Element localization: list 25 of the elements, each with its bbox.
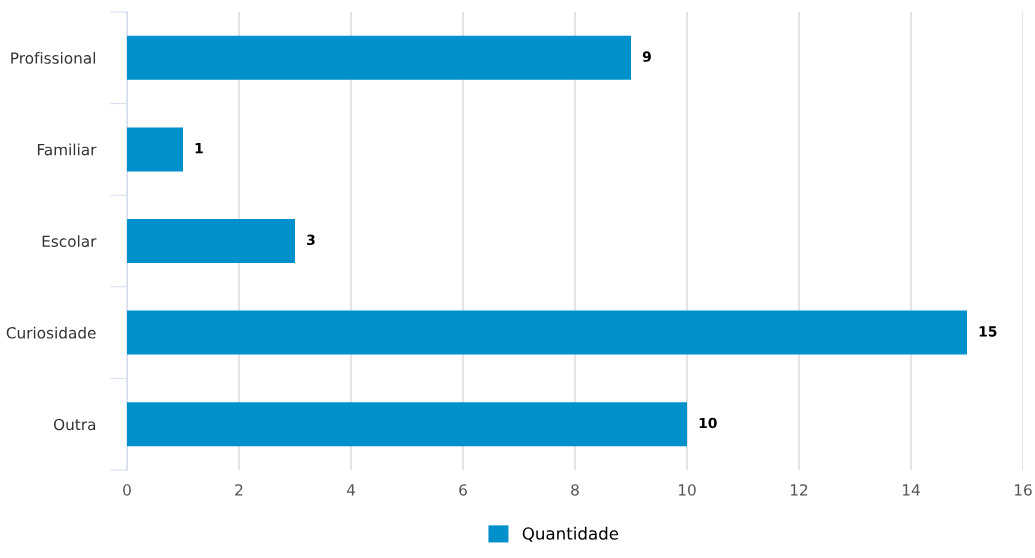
- bar: [127, 402, 687, 447]
- data-label: 3: [307, 234, 315, 246]
- data-label: 15: [979, 326, 997, 337]
- x-tick-label: 2: [235, 484, 243, 496]
- bar: [127, 127, 183, 172]
- x-tick-label: 0: [123, 484, 131, 496]
- x-tick-label: 12: [790, 484, 808, 496]
- y-tick-label: Outra: [53, 418, 96, 431]
- legend-label: Quantidade: [522, 526, 619, 542]
- y-tick-label: Profissional: [11, 52, 96, 64]
- x-tick-label: 16: [1014, 484, 1032, 496]
- x-tick-label: 14: [902, 484, 920, 496]
- y-tick-label: Curiosidade: [6, 326, 96, 339]
- y-tick-label: Familiar: [37, 143, 97, 156]
- data-label: 1: [195, 143, 203, 154]
- y-tick-label: Escolar: [42, 235, 97, 248]
- bar: [127, 35, 631, 80]
- x-tick-label: 10: [678, 484, 696, 496]
- x-tick-label: 4: [346, 484, 355, 496]
- data-label: 10: [699, 417, 717, 429]
- x-tick-label: 8: [571, 484, 579, 496]
- bar: [127, 219, 295, 263]
- data-label: 9: [642, 51, 651, 62]
- x-tick-label: 6: [459, 484, 467, 496]
- bar: [127, 310, 967, 355]
